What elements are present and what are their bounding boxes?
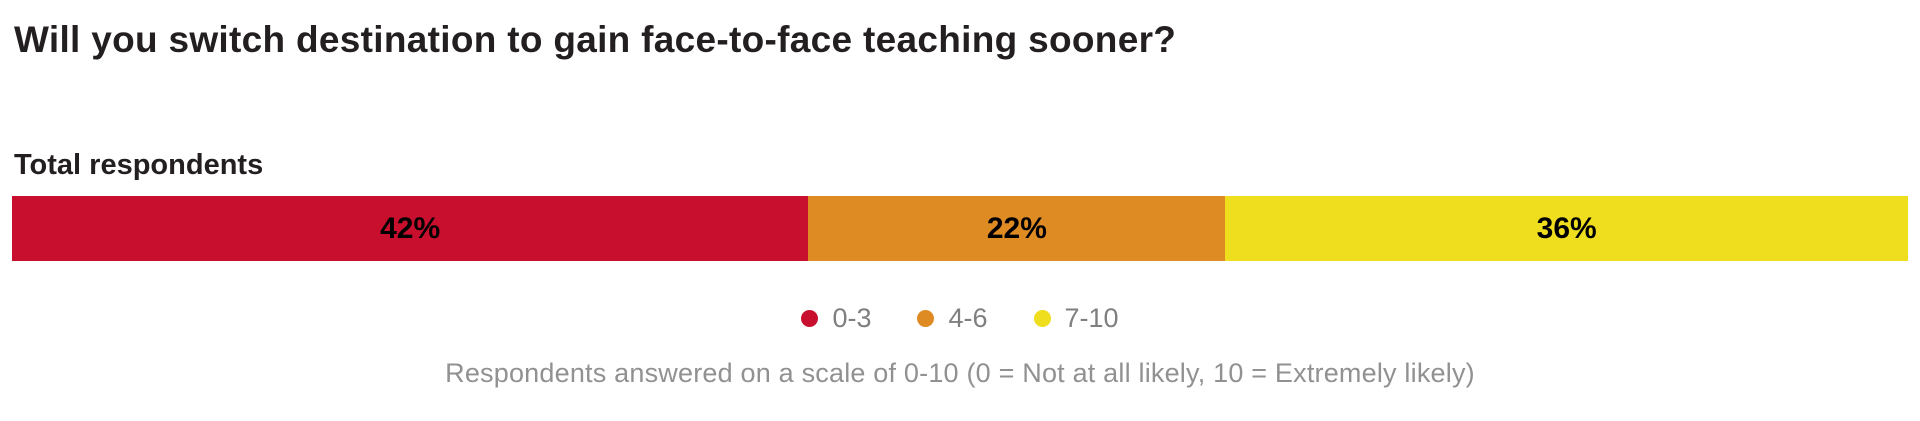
- bar-segment: 22%: [808, 196, 1226, 262]
- bar-segment: 42%: [12, 196, 809, 262]
- legend-dot-icon: [1033, 310, 1051, 328]
- legend-item: 4-6: [917, 303, 988, 334]
- chart-title: Will you switch destination to gain face…: [14, 19, 1177, 60]
- legend-dot-icon: [917, 310, 935, 328]
- segment-value-label: 36%: [1536, 211, 1597, 245]
- legend-label: 7-10: [1064, 303, 1119, 334]
- chart-footnote: Respondents answered on a scale of 0-10 …: [445, 358, 1475, 389]
- category-label: Total respondents: [14, 149, 264, 182]
- legend-label: 0-3: [832, 303, 872, 334]
- legend-dot-icon: [801, 310, 819, 328]
- legend: 0-3 4-6 7-10: [12, 305, 1908, 332]
- legend-label: 4-6: [948, 303, 988, 334]
- bar-segment: 36%: [1225, 196, 1908, 262]
- legend-item: 7-10: [1033, 303, 1119, 334]
- chart-container: Will you switch destination to gain face…: [12, 19, 1908, 389]
- segment-value-label: 22%: [986, 211, 1047, 245]
- segment-value-label: 42%: [380, 211, 441, 245]
- legend-item: 0-3: [801, 305, 871, 332]
- stacked-bar: 42% 22% 36%: [12, 196, 1908, 262]
